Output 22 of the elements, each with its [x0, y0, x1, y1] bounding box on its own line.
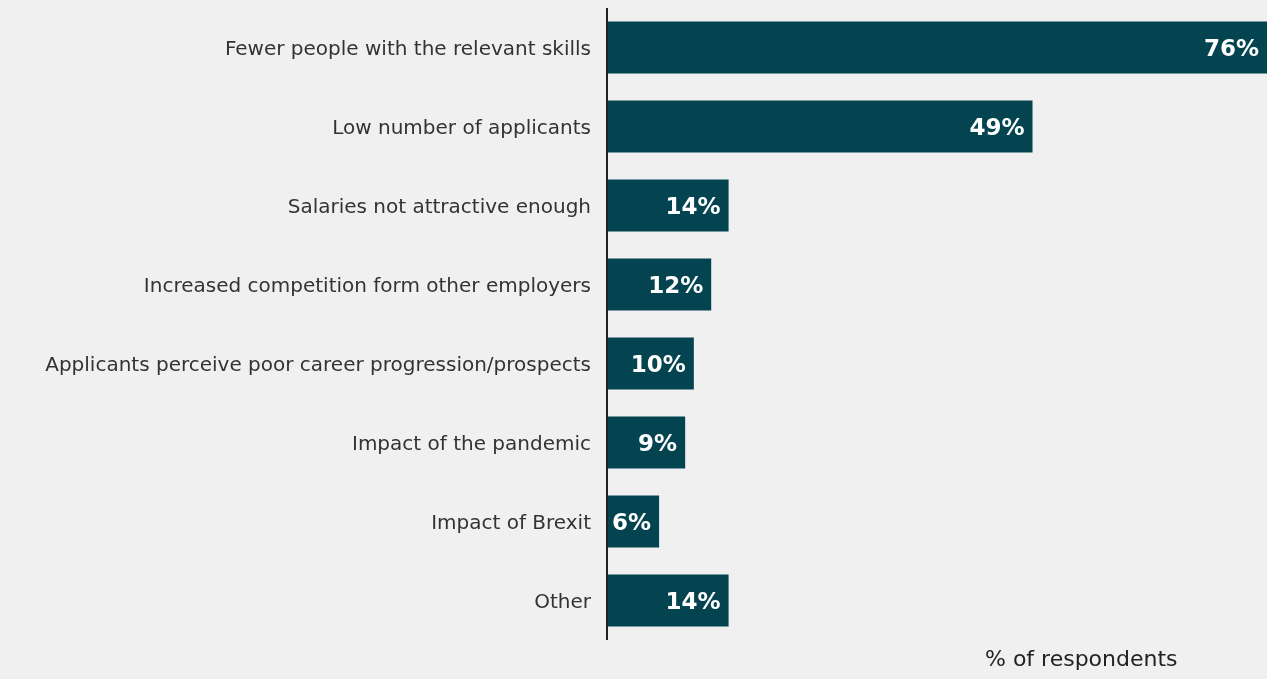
data-label: 6%: [612, 508, 652, 535]
data-label: 14%: [665, 587, 721, 614]
data-label: 12%: [648, 271, 704, 298]
data-label: 10%: [630, 350, 686, 377]
bar: [607, 100, 1033, 153]
bar: [607, 258, 712, 311]
data-label: 14%: [665, 192, 721, 219]
y-tick-label: Other: [534, 588, 592, 613]
data-label: 9%: [638, 429, 678, 456]
y-tick-label: Low number of applicants: [332, 114, 591, 139]
bar: [607, 21, 1267, 74]
bar: [607, 574, 729, 627]
data-label: 76%: [1203, 34, 1259, 61]
bar: [607, 179, 729, 232]
y-tick-label: Applicants perceive poor career progression/prospects: [45, 351, 591, 376]
y-tick-label: Fewer people with the relevant skills: [224, 35, 591, 60]
y-tick-label: Increased competition form other employers: [143, 272, 591, 297]
y-tick-label: Impact of the pandemic: [351, 430, 591, 455]
y-tick-label: Impact of Brexit: [431, 509, 592, 534]
data-label: 49%: [969, 113, 1025, 140]
x-axis-title: % of respondents: [985, 646, 1178, 671]
y-tick-label: Salaries not attractive enough: [287, 193, 591, 218]
